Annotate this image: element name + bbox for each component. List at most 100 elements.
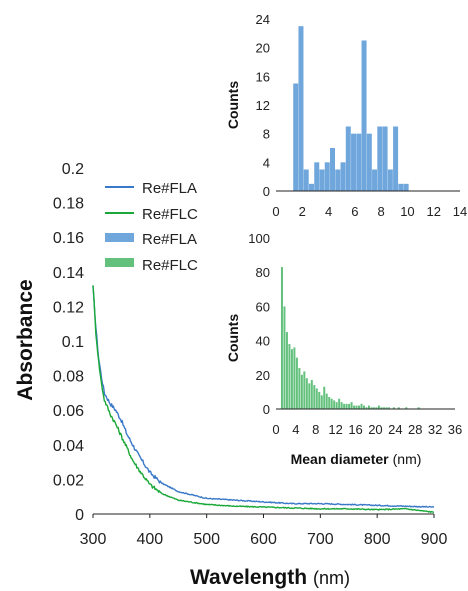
flc-histogram-bar bbox=[325, 393, 328, 409]
flc-x-tick-label: 0 bbox=[272, 422, 279, 437]
fla-histogram-x-ticks: 0 2 4 6 8 10 12 14 bbox=[272, 204, 467, 219]
fla-y-tick-label: 20 bbox=[256, 41, 270, 56]
legend-label-fla-line: Re#FLA bbox=[142, 180, 197, 197]
fla-histogram-bar bbox=[387, 169, 393, 191]
y-tick-label: 0.1 bbox=[62, 334, 84, 351]
fla-y-tick-label: 24 bbox=[256, 12, 270, 27]
flc-histogram-bar bbox=[397, 407, 400, 409]
fla-x-tick-label: 10 bbox=[400, 204, 414, 219]
fla-y-tick-label: 4 bbox=[263, 155, 270, 170]
flc-histogram-bar bbox=[315, 388, 318, 409]
fla-histogram-bar bbox=[351, 133, 357, 191]
fla-x-tick-label: 0 bbox=[272, 204, 279, 219]
flc-histogram-bar bbox=[283, 306, 286, 409]
y-tick-label: 0.18 bbox=[53, 196, 84, 213]
x-tick-label: 700 bbox=[307, 531, 334, 548]
flc-histogram-bar bbox=[365, 407, 368, 409]
flc-histogram-bar bbox=[290, 349, 293, 409]
x-tick-label: 600 bbox=[250, 531, 277, 548]
flc-x-tick-label: 12 bbox=[328, 422, 342, 437]
absorbance-y-axis-title: Absorbance bbox=[14, 279, 37, 400]
flc-y-tick-label: 80 bbox=[256, 265, 270, 280]
flc-y-tick-label: 20 bbox=[256, 368, 270, 383]
absorbance-y-ticks: 0 0.02 0.04 0.06 0.08 0.1 0.12 0.14 0.16 0.18 0.2 bbox=[53, 161, 84, 524]
fla-histogram-bar bbox=[330, 148, 336, 191]
flc-histogram-bar bbox=[353, 405, 356, 409]
flc-histogram-bar bbox=[350, 402, 353, 409]
flc-histogram-bar bbox=[320, 395, 323, 409]
fla-histogram-bar bbox=[393, 126, 399, 191]
flc-y-tick-label: 60 bbox=[256, 299, 270, 314]
flc-histogram-bar bbox=[360, 403, 363, 409]
fla-histogram-bar bbox=[372, 169, 378, 191]
flc-histogram-bar bbox=[318, 391, 321, 409]
flc-histogram-bar bbox=[288, 344, 291, 409]
flc-histogram-bar bbox=[343, 403, 346, 409]
flc-histogram-bar bbox=[387, 407, 390, 409]
fla-histogram-y-ticks: 0 4 8 12 16 20 24 bbox=[256, 12, 270, 199]
flc-histogram-bar bbox=[382, 407, 385, 409]
flc-histogram-bar bbox=[375, 407, 378, 409]
flc-histogram-bar bbox=[280, 267, 283, 409]
legend-swatch-fla bbox=[105, 233, 134, 242]
flc-histogram-bar bbox=[370, 407, 373, 409]
legend-label-flc-bar: Re#FLC bbox=[142, 257, 198, 274]
fla-x-tick-label: 12 bbox=[426, 204, 440, 219]
fla-histogram-bar bbox=[356, 133, 362, 191]
flc-histogram-x-ticks: 0 4 8 12 16 20 24 28 32 36 bbox=[272, 422, 462, 437]
absorbance-x-axis-title: Wavelength (nm) bbox=[190, 566, 350, 589]
flc-histogram-bar bbox=[333, 400, 336, 409]
fla-histogram-bar bbox=[298, 26, 304, 192]
flc-y-tick-label: 100 bbox=[248, 231, 270, 246]
flc-histogram-bar bbox=[417, 407, 420, 409]
x-title-text: Wavelength bbox=[190, 566, 307, 589]
flc-histogram-bar bbox=[330, 398, 333, 409]
flc-histogram-bar bbox=[328, 397, 331, 409]
flc-histogram-y-axis-title: Counts bbox=[225, 314, 241, 362]
flc-x-tick-label: 4 bbox=[292, 422, 299, 437]
flc-histogram-bar bbox=[303, 371, 306, 409]
fla-histogram-bar bbox=[366, 133, 372, 191]
flc-histogram-bar bbox=[323, 386, 326, 409]
flc-histogram-bar bbox=[313, 385, 316, 409]
flc-histogram-bar bbox=[345, 403, 348, 409]
legend-swatch-flc bbox=[105, 258, 134, 267]
legend-label-fla-bar: Re#FLA bbox=[142, 231, 197, 248]
fla-histogram-bar bbox=[345, 126, 351, 191]
flc-histogram-bars bbox=[280, 267, 420, 409]
inset-x-title-unit: (nm) bbox=[393, 451, 422, 467]
flc-histogram-bar bbox=[285, 332, 288, 409]
x-tick-label: 900 bbox=[421, 531, 448, 548]
y-tick-label: 0.14 bbox=[53, 265, 84, 282]
series-line-fla bbox=[92, 285, 435, 508]
flc-histogram-bar bbox=[293, 347, 296, 409]
flc-histogram-bar bbox=[295, 357, 298, 409]
flc-x-tick-label: 32 bbox=[428, 422, 442, 437]
fla-histogram-bar bbox=[335, 169, 341, 191]
fla-histogram-bars bbox=[293, 26, 409, 192]
flc-x-tick-label: 20 bbox=[368, 422, 382, 437]
fla-x-tick-label: 4 bbox=[325, 204, 332, 219]
flc-histogram-bar bbox=[305, 378, 308, 409]
flc-x-tick-label: 28 bbox=[408, 422, 422, 437]
inset-x-title-text: Mean diameter bbox=[291, 451, 390, 467]
flc-histogram-bar bbox=[310, 379, 313, 409]
flc-histogram-bar bbox=[377, 405, 380, 409]
fla-y-tick-label: 16 bbox=[256, 69, 270, 84]
flc-x-tick-label: 16 bbox=[348, 422, 362, 437]
y-tick-label: 0 bbox=[75, 507, 84, 524]
flc-histogram-bar bbox=[363, 405, 365, 409]
fla-x-tick-label: 8 bbox=[378, 204, 385, 219]
flc-histogram-bar bbox=[385, 407, 388, 409]
y-tick-label: 0.2 bbox=[62, 161, 84, 178]
fla-y-tick-label: 12 bbox=[256, 98, 270, 113]
flc-histogram-bar bbox=[367, 405, 370, 409]
fla-histogram-bar bbox=[303, 169, 309, 191]
flc-histogram-bar bbox=[358, 405, 361, 409]
flc-x-tick-label: 36 bbox=[448, 422, 462, 437]
flc-y-tick-label: 40 bbox=[256, 334, 270, 349]
fla-histogram-bar bbox=[382, 126, 388, 191]
